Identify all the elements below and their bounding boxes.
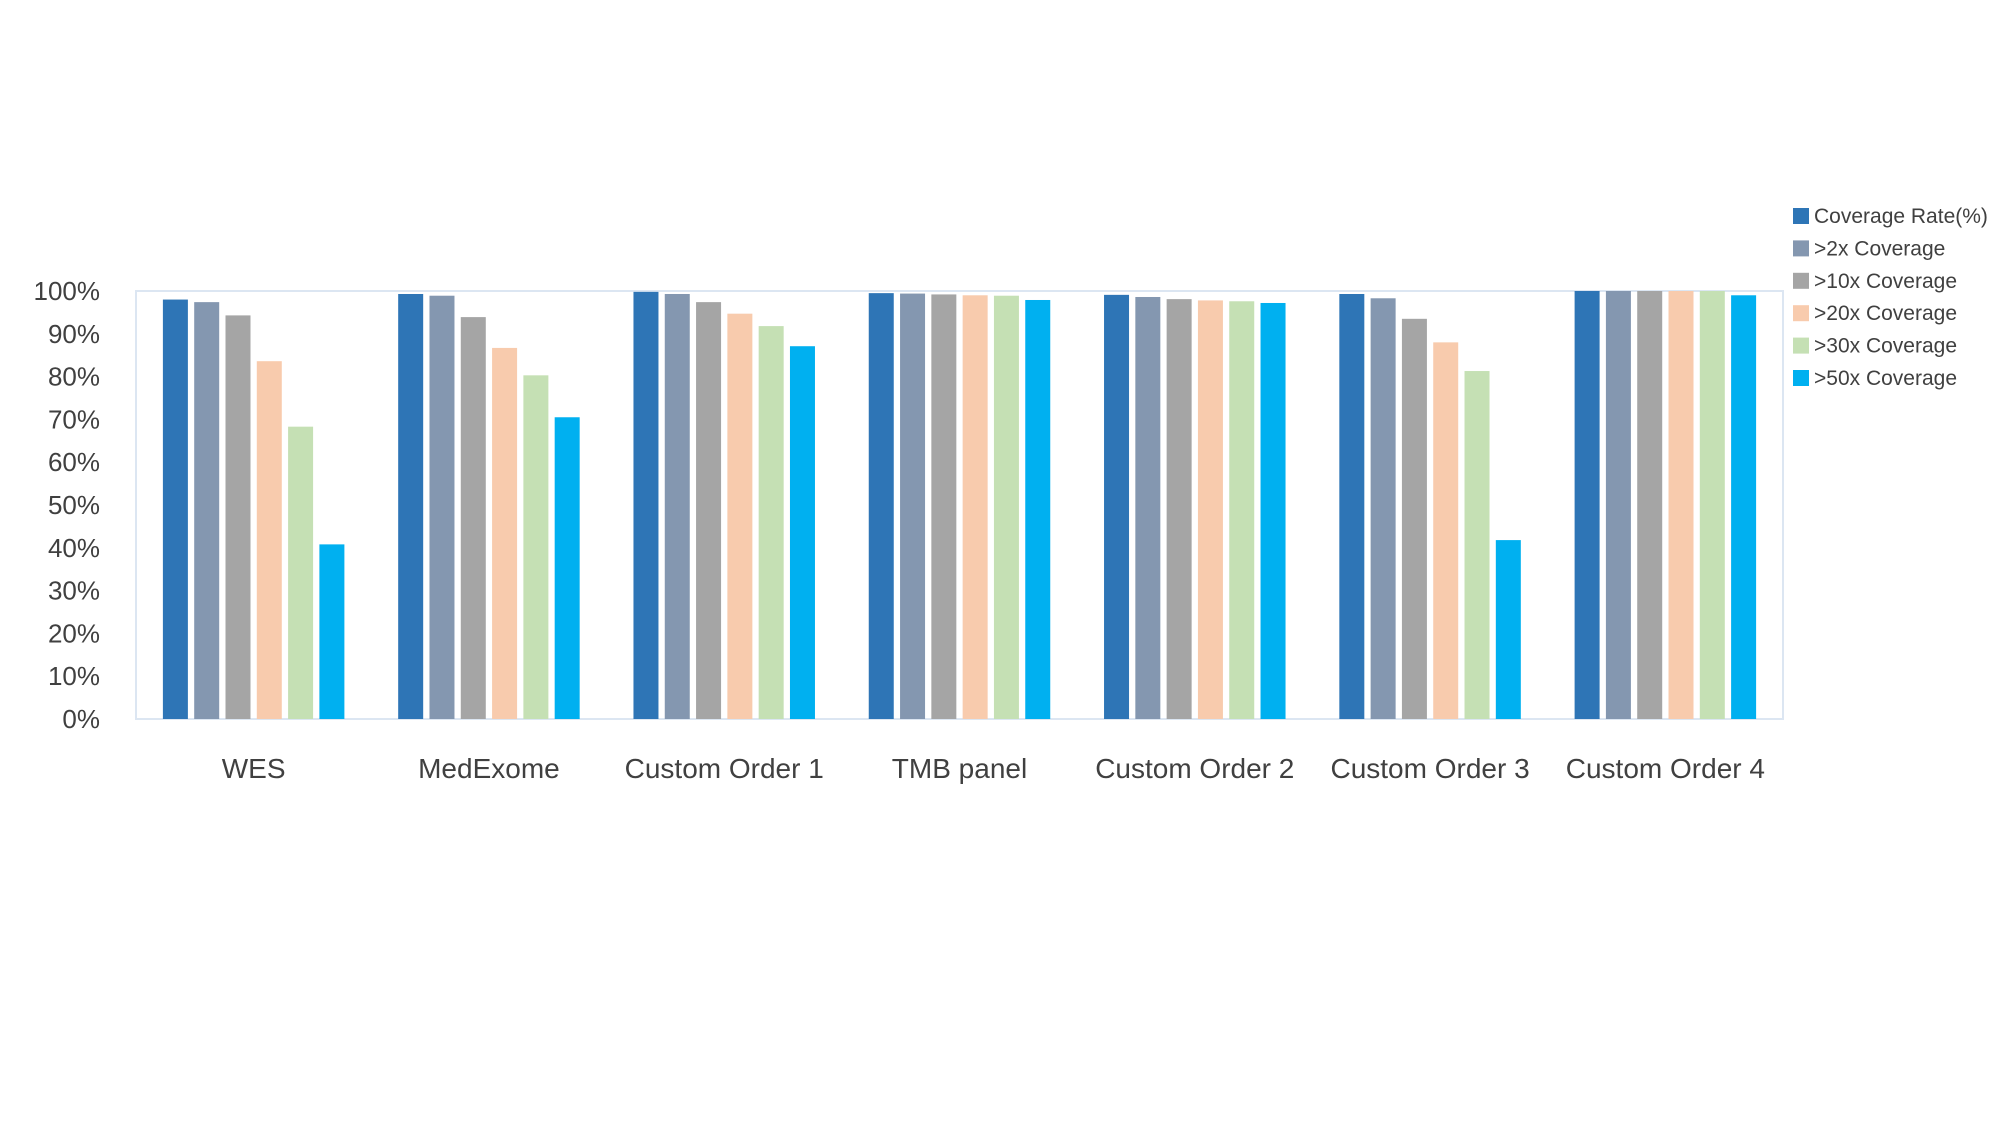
y-tick-label: 80% xyxy=(48,362,100,392)
category-label: TMB panel xyxy=(892,753,1027,784)
legend-swatch xyxy=(1793,337,1809,354)
legend-swatch xyxy=(1793,305,1809,322)
y-tick-label: 50% xyxy=(48,490,100,520)
category-label: Custom Order 1 xyxy=(625,753,824,784)
bar xyxy=(1370,298,1396,719)
bar xyxy=(225,315,251,719)
y-tick-label: 0% xyxy=(62,704,100,734)
y-tick-label: 90% xyxy=(48,319,100,349)
bar xyxy=(993,295,1019,719)
y-tick-label: 40% xyxy=(48,533,100,563)
bar xyxy=(758,326,784,719)
bar xyxy=(1699,291,1725,719)
bar xyxy=(1637,291,1663,719)
bar xyxy=(664,293,690,719)
bar xyxy=(1229,301,1255,719)
bar xyxy=(900,293,926,719)
bar xyxy=(460,317,486,719)
bar xyxy=(868,293,894,719)
y-tick-label: 100% xyxy=(34,276,101,306)
bar xyxy=(194,302,220,719)
legend-swatch xyxy=(1793,272,1809,289)
bar xyxy=(962,295,988,719)
bar xyxy=(1464,371,1490,719)
bar xyxy=(727,313,753,719)
legend-swatch xyxy=(1793,208,1809,224)
x-axis-category-labels: WES MedExome Custom Order 1 TMB panel Custom… xyxy=(222,753,1765,784)
bar xyxy=(429,295,455,719)
legend-label: >2x Coverage xyxy=(1814,237,1945,260)
bar xyxy=(288,426,314,719)
legend-label: >10x Coverage xyxy=(1814,270,1957,293)
legend-swatch xyxy=(1793,240,1809,257)
legend-label: >30x Coverage xyxy=(1814,335,1957,358)
y-tick-label: 60% xyxy=(48,447,100,477)
plot-area-frame xyxy=(135,290,1784,720)
bar xyxy=(1104,294,1130,719)
bar xyxy=(1731,295,1757,719)
bar xyxy=(1339,293,1365,719)
bar xyxy=(256,361,282,719)
legend-label: Coverage Rate(%) xyxy=(1814,205,1988,228)
bar xyxy=(789,346,815,719)
category-label: Custom Order 2 xyxy=(1095,753,1294,784)
category-label: Custom Order 3 xyxy=(1330,753,1529,784)
bar xyxy=(1574,291,1600,719)
bar xyxy=(1135,296,1161,719)
bar xyxy=(931,294,957,719)
category-label: WES xyxy=(222,753,286,784)
bar xyxy=(633,291,659,719)
y-tick-label: 70% xyxy=(48,404,100,434)
y-axis-tick-labels: 0% 10% 20% 30% 40% 50% 60% 70% 80% 90% 100% xyxy=(34,276,101,734)
bar xyxy=(398,293,424,719)
bar xyxy=(1260,302,1286,719)
y-tick-label: 10% xyxy=(48,661,100,691)
legend-label: >20x Coverage xyxy=(1814,302,1957,325)
bar xyxy=(1495,540,1521,719)
bar xyxy=(1401,318,1427,719)
bar xyxy=(523,375,549,719)
bar xyxy=(1605,291,1631,719)
category-label: MedExome xyxy=(418,753,560,784)
bar xyxy=(1668,291,1694,719)
bar xyxy=(492,347,518,719)
bar xyxy=(319,544,345,719)
bar xyxy=(162,299,188,719)
y-tick-label: 30% xyxy=(48,576,100,606)
bar xyxy=(554,417,580,719)
bar xyxy=(1197,300,1223,719)
bar xyxy=(1025,299,1051,719)
legend-label: >50x Coverage xyxy=(1814,367,1957,390)
bar xyxy=(696,302,722,719)
bar xyxy=(1166,299,1192,719)
bars-layer xyxy=(162,291,1757,719)
legend: Coverage Rate(%) >2x Coverage >10x Coverag… xyxy=(1793,205,1988,390)
legend-swatch xyxy=(1793,370,1809,386)
category-label: Custom Order 4 xyxy=(1566,753,1765,784)
bar xyxy=(1433,342,1459,719)
y-tick-label: 20% xyxy=(48,618,100,648)
